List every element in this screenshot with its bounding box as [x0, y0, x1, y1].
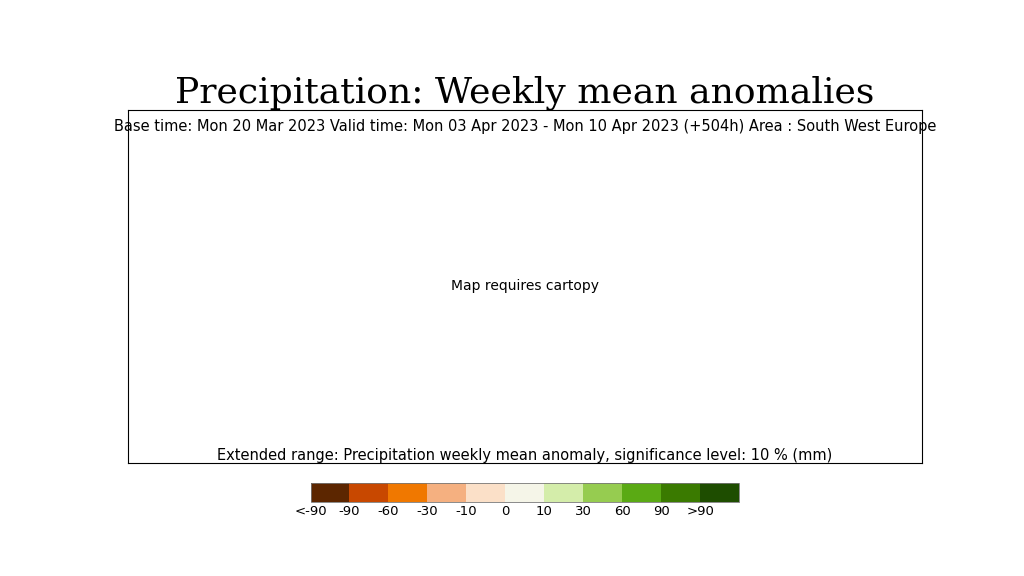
Text: -10: -10 — [456, 505, 477, 518]
Text: Map requires cartopy: Map requires cartopy — [451, 279, 599, 294]
Bar — [700, 483, 739, 502]
Bar — [427, 483, 466, 502]
Text: <-90: <-90 — [294, 505, 327, 518]
Bar — [349, 483, 388, 502]
Bar — [466, 483, 505, 502]
Text: 90: 90 — [652, 505, 670, 518]
Text: 10: 10 — [536, 505, 553, 518]
Bar — [310, 483, 739, 502]
Text: 60: 60 — [613, 505, 631, 518]
Text: -30: -30 — [417, 505, 438, 518]
Bar — [505, 483, 545, 502]
Text: -90: -90 — [339, 505, 360, 518]
Text: Base time: Mon 20 Mar 2023 Valid time: Mon 03 Apr 2023 - Mon 10 Apr 2023 (+504h): Base time: Mon 20 Mar 2023 Valid time: M… — [114, 119, 936, 134]
Text: Precipitation: Weekly mean anomalies: Precipitation: Weekly mean anomalies — [175, 75, 874, 109]
Bar — [662, 483, 700, 502]
Text: >90: >90 — [686, 505, 714, 518]
Text: 30: 30 — [574, 505, 592, 518]
Text: 0: 0 — [501, 505, 510, 518]
Text: -60: -60 — [378, 505, 399, 518]
Text: Extended range: Precipitation weekly mean anomaly, significance level: 10 % (mm): Extended range: Precipitation weekly mea… — [217, 448, 833, 463]
Bar — [545, 483, 584, 502]
Bar — [310, 483, 349, 502]
Bar — [584, 483, 623, 502]
Bar — [388, 483, 427, 502]
Bar — [623, 483, 662, 502]
